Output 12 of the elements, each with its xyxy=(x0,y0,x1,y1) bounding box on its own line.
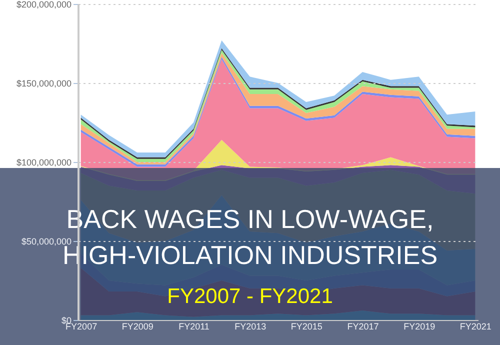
y-tick-label: $50,000,000 xyxy=(21,236,72,246)
y-tick-label: $200,000,000 xyxy=(16,0,72,10)
x-tick-label: FY2009 xyxy=(122,322,154,332)
x-tick-label: FY2011 xyxy=(178,322,210,332)
y-tick-label: $150,000,000 xyxy=(16,78,72,88)
x-tick-label: FY2017 xyxy=(347,322,379,332)
y-tick-label: $100,000,000 xyxy=(16,158,72,168)
x-tick-label: FY2021 xyxy=(460,322,492,332)
text: FY2007 - FY2021 xyxy=(167,285,333,308)
x-tick-label: FY2013 xyxy=(234,322,266,332)
x-tick-label: FY2019 xyxy=(404,322,436,332)
x-tick-label: FY2015 xyxy=(290,322,322,332)
